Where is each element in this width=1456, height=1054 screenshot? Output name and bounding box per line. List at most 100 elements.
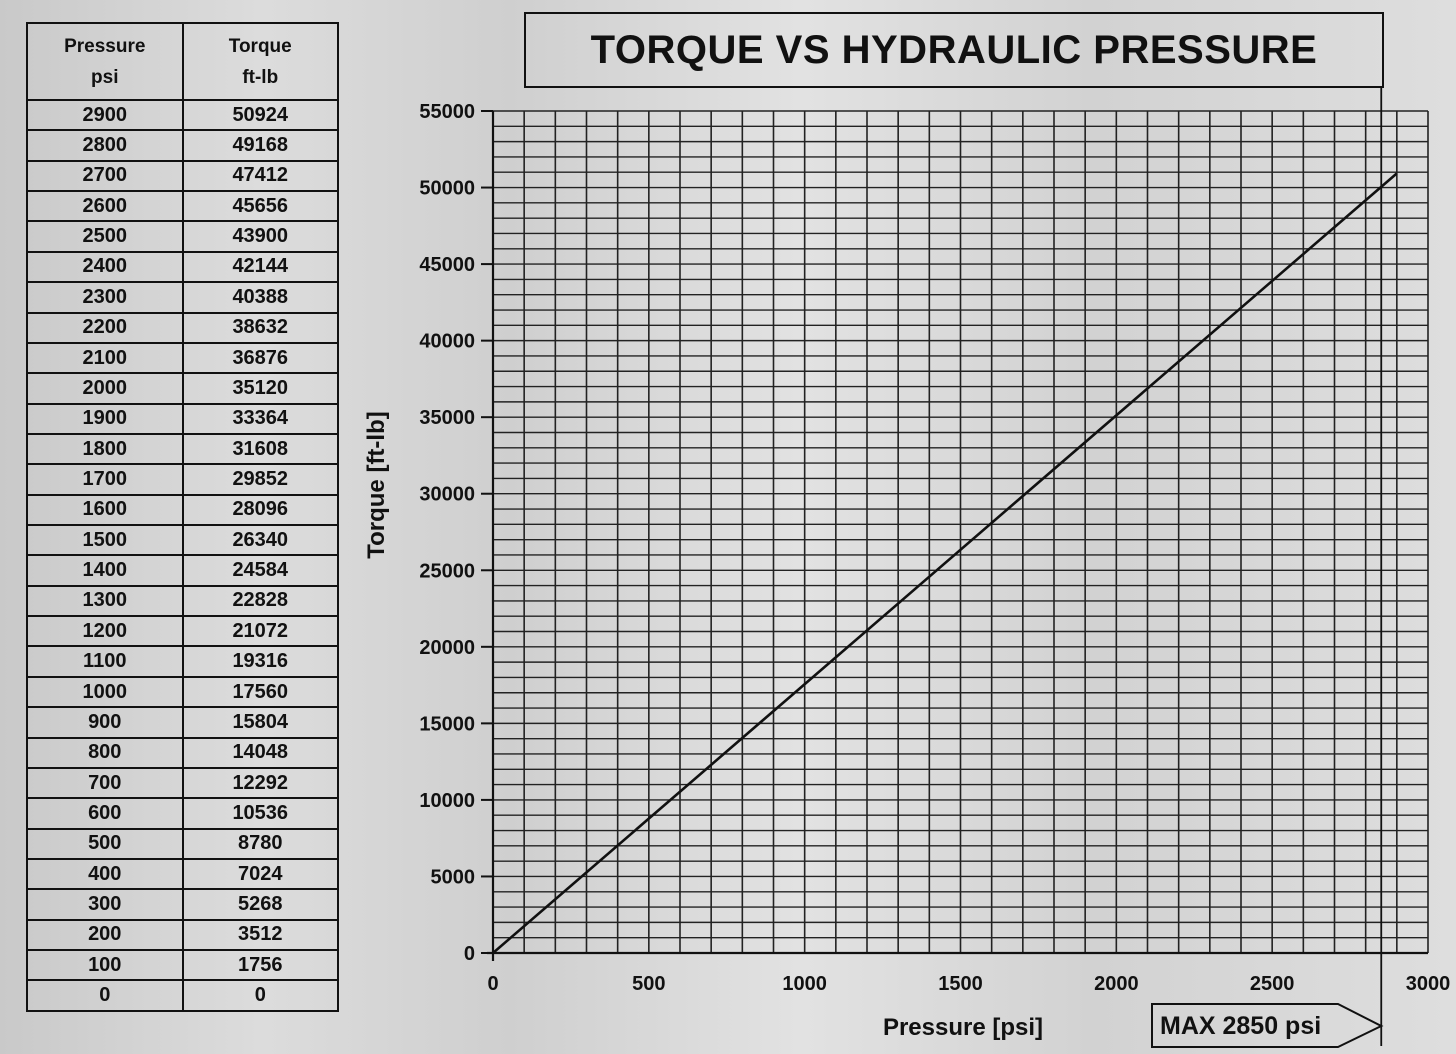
x-tick-labels: 0 500 1000 1500 2000 2500 3000 bbox=[487, 973, 1450, 995]
torque-cell: 7024 bbox=[238, 862, 283, 885]
table-row: 2300 40388 bbox=[28, 281, 337, 312]
x-tick-label: 1500 bbox=[938, 973, 983, 995]
table-row: 1600 28096 bbox=[28, 493, 337, 525]
torque-cell: 42144 bbox=[232, 255, 289, 278]
y-tick-label: 0 bbox=[464, 943, 475, 965]
pressure-cell: 1300 bbox=[28, 586, 184, 616]
table-row: 900 15804 bbox=[28, 706, 337, 737]
torque-cell: 19316 bbox=[232, 650, 289, 673]
torque-cell: 26340 bbox=[232, 528, 289, 551]
table-row: 1500 26340 bbox=[28, 524, 337, 555]
y-tick-label: 10000 bbox=[419, 790, 475, 812]
torque-cell: 14048 bbox=[232, 741, 289, 764]
pressure-cell: 600 bbox=[28, 799, 184, 828]
pressure-cell: 400 bbox=[28, 859, 184, 889]
pressure-cell: 800 bbox=[28, 738, 184, 767]
torque-cell: 49168 bbox=[232, 134, 289, 157]
torque-cell: 12292 bbox=[232, 771, 289, 794]
table-row: 1800 31608 bbox=[28, 432, 337, 464]
minor-grid bbox=[492, 110, 1429, 954]
torque-cell: 28096 bbox=[232, 498, 289, 521]
torque-cell: 50924 bbox=[232, 103, 289, 126]
table-row: 1900 33364 bbox=[28, 402, 337, 433]
pressure-cell: 200 bbox=[28, 920, 184, 950]
y-tick-label: 5000 bbox=[431, 866, 476, 888]
x-axis-label: Pressure [psi] bbox=[883, 1014, 1043, 1041]
torque-cell: 5268 bbox=[238, 893, 283, 916]
series-group bbox=[492, 172, 1398, 954]
torque-cell: 17560 bbox=[232, 680, 289, 703]
table-row: 1700 29852 bbox=[28, 463, 337, 494]
y-tick-label: 50000 bbox=[419, 178, 475, 200]
pressure-cell: 2400 bbox=[28, 252, 184, 282]
torque-cell: 15804 bbox=[232, 710, 289, 733]
pressure-cell: 1900 bbox=[28, 404, 184, 433]
pressure-cell: 0 bbox=[28, 981, 184, 1010]
pressure-cell: 1800 bbox=[28, 434, 184, 464]
table-row: 1300 22828 bbox=[28, 584, 337, 616]
pressure-cell: 100 bbox=[28, 951, 184, 980]
table-row: 2900 50924 bbox=[28, 101, 337, 130]
max-marker: MAX 2850 psi bbox=[1151, 86, 1384, 1048]
torque-cell: 35120 bbox=[232, 376, 289, 399]
torque-cell: 33364 bbox=[232, 407, 289, 430]
pressure-cell: 2500 bbox=[28, 222, 184, 251]
table-row: 1400 24584 bbox=[28, 554, 337, 585]
y-tick-label: 45000 bbox=[419, 254, 475, 276]
y-tick-label: 20000 bbox=[419, 637, 475, 659]
pressure-cell: 2700 bbox=[28, 161, 184, 191]
pressure-cell: 1500 bbox=[28, 526, 184, 555]
header-torque-label: Torque bbox=[228, 35, 292, 57]
torque-cell: 31608 bbox=[232, 437, 289, 460]
y-tick-label: 55000 bbox=[419, 101, 475, 123]
pressure-cell: 1700 bbox=[28, 465, 184, 494]
torque-cell: 45656 bbox=[232, 194, 289, 217]
header-torque: Torque ft-lb bbox=[184, 24, 338, 99]
torque-cell: 43900 bbox=[232, 225, 289, 248]
pressure-cell: 2900 bbox=[28, 101, 184, 130]
pressure-cell: 1400 bbox=[28, 556, 184, 585]
table-row: 400 7024 bbox=[28, 857, 337, 889]
table-row: 2000 35120 bbox=[28, 372, 337, 403]
torque-cell: 10536 bbox=[232, 801, 289, 824]
pressure-cell: 500 bbox=[28, 829, 184, 858]
torque-cell: 21072 bbox=[232, 619, 289, 642]
y-tick-label: 40000 bbox=[419, 331, 475, 353]
table-row: 600 10536 bbox=[28, 797, 337, 828]
torque-cell: 1756 bbox=[238, 953, 283, 976]
chart-title-box: TORQUE VS HYDRAULIC PRESSURE bbox=[524, 12, 1384, 88]
x-tick-label: 500 bbox=[632, 973, 665, 995]
table-row: 300 5268 bbox=[28, 888, 337, 919]
torque-cell: 29852 bbox=[232, 467, 289, 490]
table-row: 1200 21072 bbox=[28, 615, 337, 646]
torque-cell: 8780 bbox=[238, 832, 283, 855]
table-row: 2600 45656 bbox=[28, 190, 337, 221]
table-row: 500 8780 bbox=[28, 827, 337, 858]
pressure-cell: 700 bbox=[28, 768, 184, 798]
pressure-cell: 1000 bbox=[28, 677, 184, 707]
pressure-cell: 300 bbox=[28, 890, 184, 919]
header-pressure-label: Pressure bbox=[64, 35, 146, 57]
y-tick-labels: 0 5000 10000 15000 20000 25000 30000 35000 40000… bbox=[419, 101, 475, 965]
header-pressure-unit: psi bbox=[91, 66, 119, 88]
pressure-cell: 1100 bbox=[28, 647, 184, 676]
table-row: 2700 47412 bbox=[28, 159, 337, 191]
y-tick-label: 30000 bbox=[419, 484, 475, 506]
pressure-cell: 1200 bbox=[28, 617, 184, 646]
table-body: 2900 50924 2800 49168 2700 47412 2600 45656 2500… bbox=[28, 101, 337, 1010]
table-row: 1100 19316 bbox=[28, 645, 337, 676]
pressure-cell: 1600 bbox=[28, 495, 184, 525]
table-row: 700 12292 bbox=[28, 766, 337, 798]
major-grid bbox=[481, 110, 1428, 961]
y-tick-label: 25000 bbox=[419, 560, 475, 582]
pressure-cell: 2200 bbox=[28, 313, 184, 342]
torque-cell: 0 bbox=[254, 984, 266, 1007]
pressure-cell: 2100 bbox=[28, 343, 184, 373]
table-row: 100 1756 bbox=[28, 949, 337, 980]
pressure-cell: 2800 bbox=[28, 131, 184, 160]
y-tick-label: 15000 bbox=[419, 713, 475, 735]
torque-cell: 36876 bbox=[232, 346, 289, 369]
torque-cell: 3512 bbox=[238, 923, 283, 946]
